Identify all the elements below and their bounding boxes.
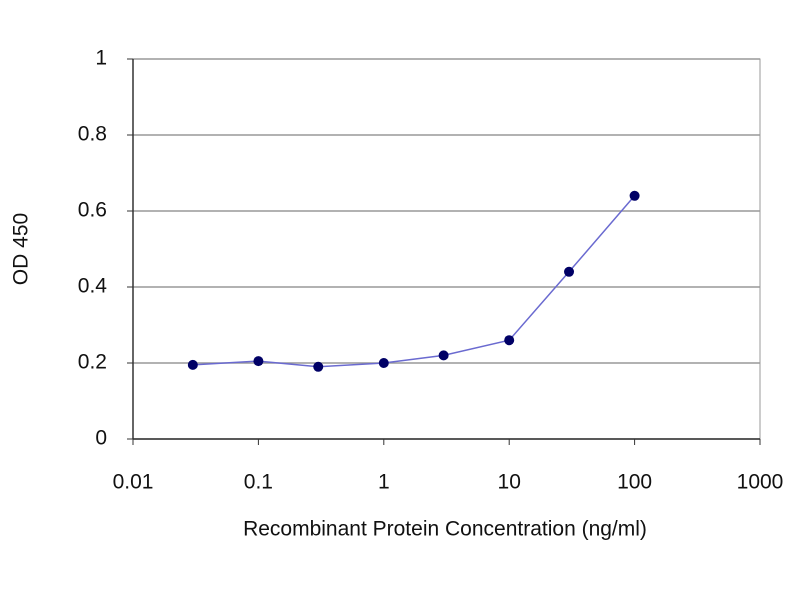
data-line xyxy=(192,195,636,368)
x-tick-label: 0.01 xyxy=(113,471,154,494)
data-point xyxy=(629,190,640,201)
data-point xyxy=(313,361,324,372)
data-point xyxy=(378,358,389,368)
x-axis-label: Recombinant Protein Concentration (ng/ml… xyxy=(243,518,647,541)
data-point xyxy=(504,335,515,346)
data-point xyxy=(438,350,449,361)
data-point xyxy=(187,359,198,370)
y-tick-label: 0.8 xyxy=(78,123,107,146)
x-tick-label: 10 xyxy=(498,471,521,494)
y-tick-label: 1 xyxy=(95,47,107,70)
x-tick-label: 1000 xyxy=(737,471,784,494)
x-tick-label: 1 xyxy=(378,471,390,494)
plot-area xyxy=(132,58,761,440)
x-tick-label: 100 xyxy=(617,471,652,494)
y-tick-label: 0 xyxy=(95,427,107,450)
y-tick-label: 0.4 xyxy=(78,275,108,298)
data-point xyxy=(564,266,575,277)
x-tick-label: 0.1 xyxy=(244,471,273,494)
data-point xyxy=(253,356,264,367)
y-tick-label: 0.2 xyxy=(78,351,107,374)
y-axis-label: OD 450 xyxy=(10,213,33,285)
y-tick-label: 0.6 xyxy=(78,199,107,222)
